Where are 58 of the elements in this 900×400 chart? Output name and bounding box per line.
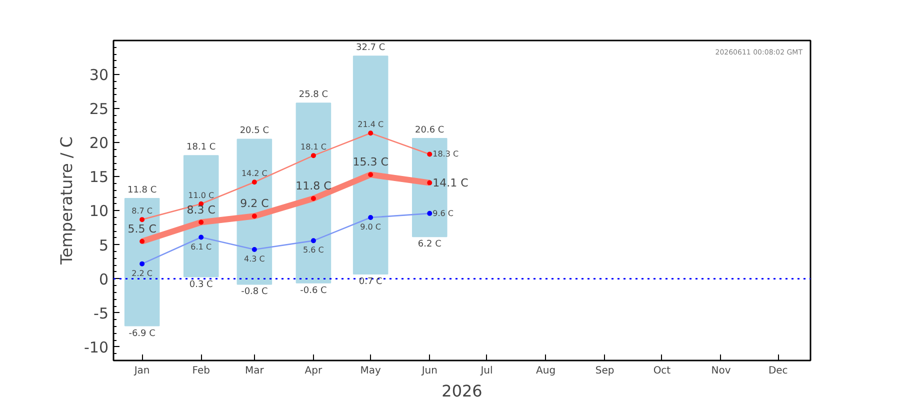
x-tick-label: Aug — [536, 366, 556, 376]
annotation: 18.1 C — [186, 142, 216, 153]
bar — [183, 155, 219, 278]
y-tick-label: 0 — [98, 270, 109, 288]
x-tick-label: Jun — [420, 366, 438, 376]
data-label: 14.2 C — [241, 169, 268, 178]
y-axis-title: Temperature / C — [57, 136, 76, 266]
data-label: 21.4 C — [358, 120, 384, 130]
annotation: 20.6 C — [415, 126, 444, 136]
x-tick-label: Sep — [595, 366, 614, 376]
x-tick-label: Nov — [711, 366, 731, 376]
bar — [124, 198, 160, 326]
y-tick-label: 25 — [89, 100, 109, 118]
annotation: 11.8 C — [127, 185, 157, 196]
x-tick-label: May — [360, 366, 382, 376]
annotation: 32.7 C — [356, 43, 386, 54]
x-tick-label: Feb — [192, 366, 210, 376]
x-tick-label: Oct — [653, 366, 671, 376]
data-label: 9.2 C — [240, 197, 270, 210]
annotation: 25.8 C — [298, 90, 328, 100]
data-label: 8.7 C — [132, 206, 153, 216]
y-tick-label: 5 — [98, 236, 109, 254]
x-tick-label: Jan — [133, 366, 150, 376]
annotation: 6.2 C — [418, 240, 442, 250]
x-tick-label: Mar — [244, 366, 265, 376]
data-label: 5.6 C — [303, 246, 324, 255]
annotation: 20.5 C — [240, 126, 270, 136]
x-tick-label: Dec — [768, 366, 788, 376]
bar — [236, 138, 272, 285]
bar — [296, 102, 332, 284]
data-label: 18.3 C — [432, 150, 459, 159]
data-label: 11.0 C — [188, 190, 214, 200]
bar — [352, 56, 388, 275]
data-label: 14.1 C — [432, 176, 469, 190]
data-label: 8.3 C — [186, 203, 216, 216]
x-tick-label: Apr — [304, 366, 323, 376]
y-tick-label: 10 — [89, 202, 109, 220]
data-label: 5.5 C — [128, 222, 157, 236]
data-label: 9.0 C — [360, 222, 382, 232]
annotation: -6.9 C — [128, 328, 156, 339]
data-label: 2.2 C — [132, 268, 153, 278]
data-label: 18.1 C — [300, 142, 327, 152]
annotation: -0.6 C — [300, 286, 327, 296]
data-label: 11.8 C — [296, 179, 332, 192]
y-tick-label: -5 — [94, 304, 109, 322]
y-tick-label: 30 — [89, 66, 109, 84]
annotation: 0.7 C — [358, 277, 382, 288]
y-tick-label: 20 — [89, 134, 109, 152]
y-tick-label: 15 — [89, 168, 109, 186]
x-tick-label: Jul — [480, 366, 493, 376]
data-label: 9.6 C — [432, 208, 454, 218]
data-label: 4.3 C — [244, 254, 266, 264]
annotation: -0.8 C — [241, 287, 268, 298]
y-tick-label: -10 — [84, 338, 108, 356]
annotation: 0.3 C — [189, 280, 213, 290]
data-label: 15.3 C — [352, 156, 389, 169]
data-label: 6.1 C — [190, 242, 212, 252]
x-axis-title: 2026 — [442, 382, 482, 400]
